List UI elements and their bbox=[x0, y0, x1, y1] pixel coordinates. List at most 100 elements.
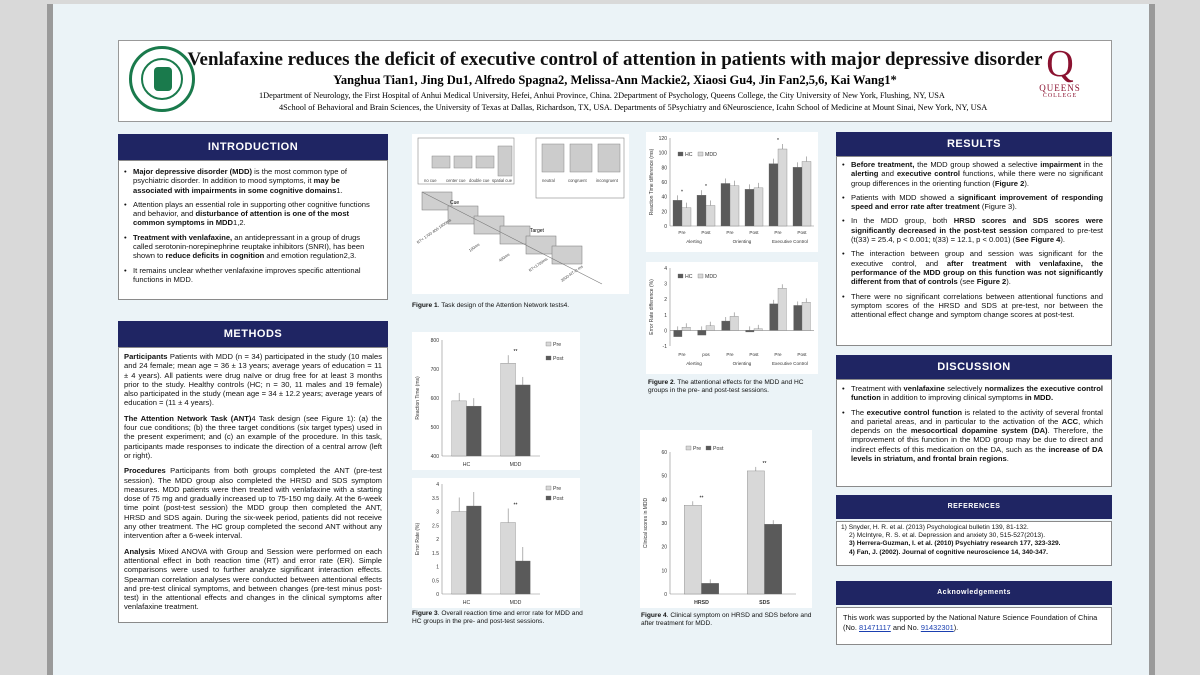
acknowledgements-heading: Acknowledgements bbox=[836, 581, 1112, 605]
methods-box: Participants Patients with MDD (n = 34) … bbox=[118, 347, 388, 623]
affiliation-line-1: 1Department of Neurology, the First Hosp… bbox=[259, 91, 945, 100]
legend-label: Post bbox=[553, 496, 564, 502]
target-label-2: congruent bbox=[568, 178, 587, 183]
y-tick-label: 500 bbox=[431, 425, 440, 431]
y-tick-label: 50 bbox=[661, 474, 667, 480]
x-tick-label: Pre bbox=[726, 230, 734, 235]
legend-label: Pre bbox=[553, 486, 561, 492]
y-tick-label: 2 bbox=[436, 537, 439, 543]
x-category-label: SDS bbox=[759, 600, 770, 606]
bar-post bbox=[515, 560, 531, 595]
significance-star: ** bbox=[700, 495, 704, 501]
bar-post bbox=[764, 524, 782, 595]
bar-hc bbox=[769, 303, 779, 331]
anhui-university-seal-logo bbox=[129, 46, 195, 112]
affiliation-line-2: 4School of Behavioral and Brain Sciences… bbox=[279, 103, 988, 112]
step-label-4: RT<1700ms bbox=[528, 256, 549, 273]
y-tick-label: 2.5 bbox=[432, 523, 439, 529]
x-group-label: Alerting bbox=[686, 239, 702, 244]
y-tick-label: 800 bbox=[431, 338, 440, 344]
figure4-chart: 0 10 20 30 40 50 60 Clinical scores in MDD ** ** P… bbox=[640, 430, 812, 608]
bar-pre bbox=[684, 505, 702, 595]
y-tick-label: 4 bbox=[664, 266, 667, 272]
significance-star: ** bbox=[514, 349, 518, 355]
poster-header: Venlafaxine reduces the deficit of execu… bbox=[118, 40, 1112, 122]
y-tick-label: 80 bbox=[661, 165, 667, 171]
x-category-label: HC bbox=[463, 600, 471, 606]
bar-mdd bbox=[681, 207, 692, 227]
y-tick-label: 3 bbox=[664, 282, 667, 288]
intro-bullet: It remains unclear whether venlafaxine i… bbox=[124, 266, 379, 285]
y-tick-label: 0 bbox=[664, 328, 667, 334]
results-heading: RESULTS bbox=[836, 132, 1112, 156]
methods-heading: METHODS bbox=[118, 321, 388, 347]
figure2b-chart: -1 0 1 2 3 4 Error Rate difference (%) HC MDD Pre… bbox=[646, 262, 818, 374]
queens-college-logo: Q QUEENS COLLEGE bbox=[1039, 43, 1081, 99]
bar-hc bbox=[768, 163, 779, 227]
bar-hc bbox=[721, 320, 731, 331]
intro-bullet: Treatment with venlafaxine, an antidepre… bbox=[124, 233, 379, 261]
bar-pre bbox=[451, 511, 467, 595]
figure2-caption: Figure 2. The attentional effects for th… bbox=[648, 379, 804, 394]
legend-label: Pre bbox=[553, 342, 561, 348]
bar-mdd bbox=[681, 327, 691, 331]
legend-label: HC bbox=[685, 152, 693, 158]
y-tick-label: 1.5 bbox=[432, 551, 439, 557]
target-word: Target bbox=[530, 228, 545, 234]
grant-link-1[interactable]: 81471117 bbox=[859, 622, 891, 632]
results-bullet: The interaction between group and sessio… bbox=[842, 249, 1103, 286]
bar-hc bbox=[744, 189, 755, 227]
x-tick-label: Post bbox=[749, 230, 759, 235]
figure2a-chart: 0 20 40 60 80 100 120 Reaction Time difference … bbox=[646, 132, 818, 252]
x-tick-label: Pre bbox=[774, 230, 782, 235]
significance-star: ** bbox=[514, 503, 518, 509]
figure4-caption: Figure 4. Clinical symptom on HRSD and S… bbox=[641, 612, 812, 627]
cue-label-1: no cue bbox=[424, 178, 437, 183]
intro-bullet: Major depressive disorder (MDD) is the m… bbox=[124, 167, 379, 195]
y-tick-label: 60 bbox=[661, 450, 667, 456]
x-group-label: Orienting bbox=[733, 361, 752, 366]
results-bullet: In the MDD group, both HRSD scores and S… bbox=[842, 216, 1103, 244]
legend-swatch bbox=[545, 495, 552, 501]
author-list: Yanghua Tian1, Jing Du1, Alfredo Spagna2… bbox=[333, 73, 897, 87]
y-tick-label: 20 bbox=[661, 209, 667, 215]
legend-label: Post bbox=[553, 356, 564, 362]
y-tick-label: 3 bbox=[436, 510, 439, 516]
bar-pre bbox=[500, 363, 516, 457]
bar-hc bbox=[793, 305, 803, 331]
legend-swatch bbox=[545, 341, 552, 347]
y-tick-label: 1 bbox=[664, 313, 667, 319]
legend-label: Pre bbox=[693, 446, 701, 452]
references-box: 1) Snyder, H. R. et al. (2013) Psycholog… bbox=[836, 521, 1112, 566]
introduction-heading: INTRODUCTION bbox=[118, 134, 388, 160]
methods-paragraph: Participants Patients with MDD (n = 34) … bbox=[124, 352, 382, 408]
results-bullet: Patients with MDD showed a significant i… bbox=[842, 193, 1103, 212]
target-label-1: neutral bbox=[542, 178, 555, 183]
figure3-caption: Figure 3. Overall reaction time and erro… bbox=[412, 610, 583, 625]
legend-swatch bbox=[697, 273, 704, 279]
discussion-bullet: The executive control function is relate… bbox=[842, 408, 1103, 464]
legend-swatch bbox=[677, 151, 684, 157]
cue-label-2: center cue bbox=[446, 178, 466, 183]
reference-1: 1) Snyder, H. R. et al. (2013) Psycholog… bbox=[841, 524, 1029, 531]
reference-2: 2) McIntyre, R. S. et al. Depression and… bbox=[849, 532, 1046, 540]
y-tick-label: 60 bbox=[661, 180, 667, 186]
legend-swatch bbox=[705, 445, 712, 451]
legend-label: MDD bbox=[705, 274, 717, 280]
x-group-label: Executive Control bbox=[772, 239, 808, 244]
results-bullet: Before treatment, the MDD group showed a… bbox=[842, 160, 1103, 188]
methods-paragraph: Analysis Mixed ANOVA with Group and Sess… bbox=[124, 546, 382, 612]
legend-label: MDD bbox=[705, 152, 717, 158]
bar-hc bbox=[720, 183, 731, 227]
step-label-5: 3500-RT-D ms bbox=[560, 264, 584, 283]
bar-hc bbox=[792, 167, 803, 227]
legend-swatch bbox=[685, 445, 692, 451]
legend-label: Post bbox=[713, 446, 724, 452]
bar-hc bbox=[696, 195, 707, 227]
step-label-3: 400ms bbox=[498, 252, 511, 263]
y-tick-label: 400 bbox=[431, 454, 440, 460]
y-tick-label: 30 bbox=[661, 521, 667, 527]
bar-pre bbox=[747, 470, 765, 595]
cue-label-3: double cue bbox=[469, 178, 490, 183]
grant-link-2[interactable]: 91432301 bbox=[920, 622, 954, 632]
